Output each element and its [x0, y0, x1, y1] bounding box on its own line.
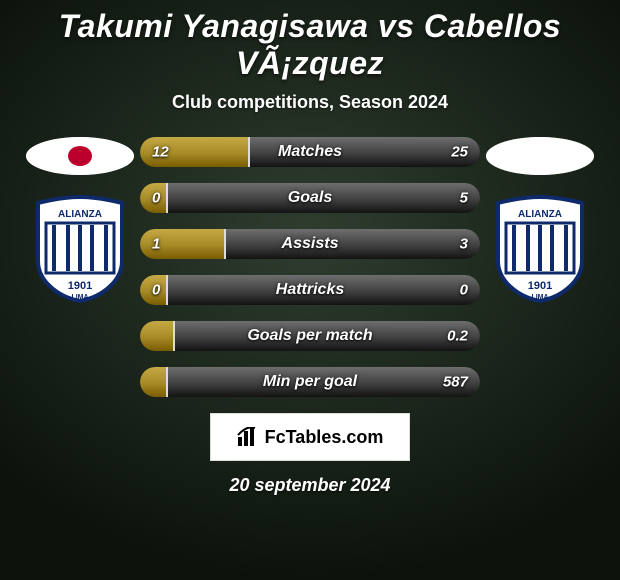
- flag-japan-icon: [26, 137, 134, 175]
- metric-bars: Matches1225Goals05Assists13Hattricks00Go…: [140, 137, 480, 397]
- page-title: Takumi Yanagisawa vs Cabellos VÃ¡zquez: [0, 8, 620, 82]
- right-player-col: ALIANZA 1901 LIMA: [480, 137, 600, 303]
- metric-seg-left: [140, 321, 174, 351]
- metric-bar: Min per goal 587: [140, 367, 480, 397]
- branding-box: FcTables.com: [210, 413, 410, 461]
- metric-bar: Assists 1 3: [140, 229, 480, 259]
- metric-value-left: 0: [152, 190, 160, 207]
- main-row: ALIANZA 1901 LIMA Matches 12 25 Goals 0 5 Assi…: [0, 137, 620, 397]
- metric-divider: [166, 183, 168, 213]
- metric-bar: Matches 12 25: [140, 137, 480, 167]
- svg-text:1901: 1901: [528, 280, 552, 292]
- metric-value-right: 587: [443, 374, 468, 391]
- metric-value-right: 25: [451, 144, 468, 161]
- metric-divider: [224, 229, 226, 259]
- metric-bar: Goals 0 5: [140, 183, 480, 213]
- metric-label: Goals per match: [247, 327, 372, 345]
- left-player-col: ALIANZA 1901 LIMA: [20, 137, 140, 303]
- alianza-lima-crest-icon: ALIANZA 1901 LIMA: [490, 195, 590, 303]
- metric-seg-left: [140, 367, 167, 397]
- svg-text:ALIANZA: ALIANZA: [58, 209, 102, 220]
- metric-bar: Goals per match 0.2: [140, 321, 480, 351]
- metric-value-right: 0: [460, 282, 468, 299]
- metric-divider: [166, 367, 168, 397]
- metric-divider: [166, 275, 168, 305]
- metric-divider: [248, 137, 250, 167]
- alianza-lima-crest-icon: ALIANZA 1901 LIMA: [30, 195, 130, 303]
- metric-label: Goals: [288, 189, 332, 207]
- snapshot-date: 20 september 2024: [229, 475, 390, 496]
- bar-chart-icon: [237, 427, 259, 447]
- left-club-badge: ALIANZA 1901 LIMA: [30, 195, 130, 303]
- right-club-badge: ALIANZA 1901 LIMA: [490, 195, 590, 303]
- metric-value-left: 1: [152, 236, 160, 253]
- metric-label: Matches: [278, 143, 342, 161]
- svg-text:LIMA: LIMA: [531, 294, 548, 301]
- metric-divider: [173, 321, 175, 351]
- right-nationality-flag: [486, 137, 594, 175]
- svg-text:LIMA: LIMA: [71, 294, 88, 301]
- page-subtitle: Club competitions, Season 2024: [172, 92, 448, 113]
- metric-value-left: 12: [152, 144, 169, 161]
- svg-text:1901: 1901: [68, 280, 92, 292]
- metric-label: Min per goal: [263, 373, 357, 391]
- svg-text:ALIANZA: ALIANZA: [518, 209, 562, 220]
- flag-generic-icon: [486, 137, 594, 175]
- metric-value-left: 0: [152, 282, 160, 299]
- comparison-root: Takumi Yanagisawa vs Cabellos VÃ¡zquez C…: [0, 0, 620, 580]
- metric-value-right: 0.2: [447, 328, 468, 345]
- metric-label: Assists: [282, 235, 339, 253]
- metric-seg-right: [225, 229, 480, 259]
- metric-label: Hattricks: [276, 281, 344, 299]
- metric-bar: Hattricks 0 0: [140, 275, 480, 305]
- metric-value-right: 5: [460, 190, 468, 207]
- left-nationality-flag: [26, 137, 134, 175]
- metric-value-right: 3: [460, 236, 468, 253]
- branding-text: FcTables.com: [265, 427, 384, 448]
